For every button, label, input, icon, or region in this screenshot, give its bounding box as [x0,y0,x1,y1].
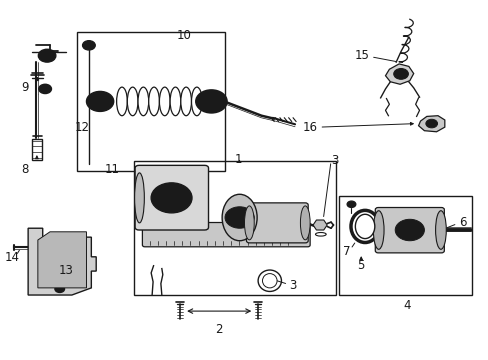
FancyBboxPatch shape [246,203,307,243]
Bar [133,161,336,295]
FancyBboxPatch shape [142,222,309,247]
Ellipse shape [116,87,127,116]
Circle shape [425,119,437,128]
Text: 6: 6 [459,216,466,229]
Ellipse shape [244,206,254,240]
Bar [77,32,224,171]
Text: 13: 13 [59,264,73,276]
Ellipse shape [372,211,383,249]
Circle shape [44,54,50,58]
Ellipse shape [170,87,181,116]
Circle shape [39,84,51,94]
Text: 10: 10 [176,29,191,42]
Circle shape [55,285,64,293]
Text: 2: 2 [215,323,223,336]
FancyBboxPatch shape [374,207,444,253]
Text: 4: 4 [403,299,410,312]
Circle shape [393,68,407,79]
Ellipse shape [300,206,309,240]
Circle shape [42,87,48,91]
Circle shape [151,183,192,213]
Bar [31,139,42,160]
Ellipse shape [435,211,446,249]
Ellipse shape [222,194,257,241]
Ellipse shape [134,173,144,223]
Text: 8: 8 [21,163,28,176]
Circle shape [92,96,108,107]
Ellipse shape [181,87,191,116]
Ellipse shape [355,214,374,239]
Circle shape [38,49,56,62]
Text: 5: 5 [357,259,364,272]
Circle shape [43,252,52,258]
Circle shape [201,94,221,109]
Ellipse shape [191,87,202,116]
Circle shape [224,207,254,228]
Ellipse shape [159,87,170,116]
Circle shape [346,201,355,207]
Ellipse shape [262,274,277,288]
Circle shape [82,41,95,50]
Text: 7: 7 [342,245,349,258]
Ellipse shape [315,233,325,236]
Polygon shape [418,116,444,132]
Ellipse shape [258,270,281,292]
Circle shape [86,91,114,111]
Text: 15: 15 [354,49,369,62]
Bar [339,196,470,295]
Text: 11: 11 [104,163,120,176]
Circle shape [158,188,185,208]
Circle shape [86,43,92,48]
Text: 12: 12 [75,121,90,134]
Text: 1: 1 [234,153,242,166]
Circle shape [196,90,226,113]
Text: 3: 3 [330,154,337,167]
Text: 3: 3 [289,279,296,292]
Ellipse shape [138,87,148,116]
Text: 9: 9 [21,81,28,94]
Polygon shape [312,220,326,230]
Text: 14: 14 [4,251,20,264]
Ellipse shape [148,87,159,116]
Polygon shape [38,232,86,288]
Polygon shape [385,64,413,84]
Text: 16: 16 [303,121,318,134]
Ellipse shape [127,87,138,116]
Polygon shape [28,228,96,295]
Circle shape [394,219,424,241]
Ellipse shape [350,210,378,243]
FancyBboxPatch shape [135,165,208,230]
